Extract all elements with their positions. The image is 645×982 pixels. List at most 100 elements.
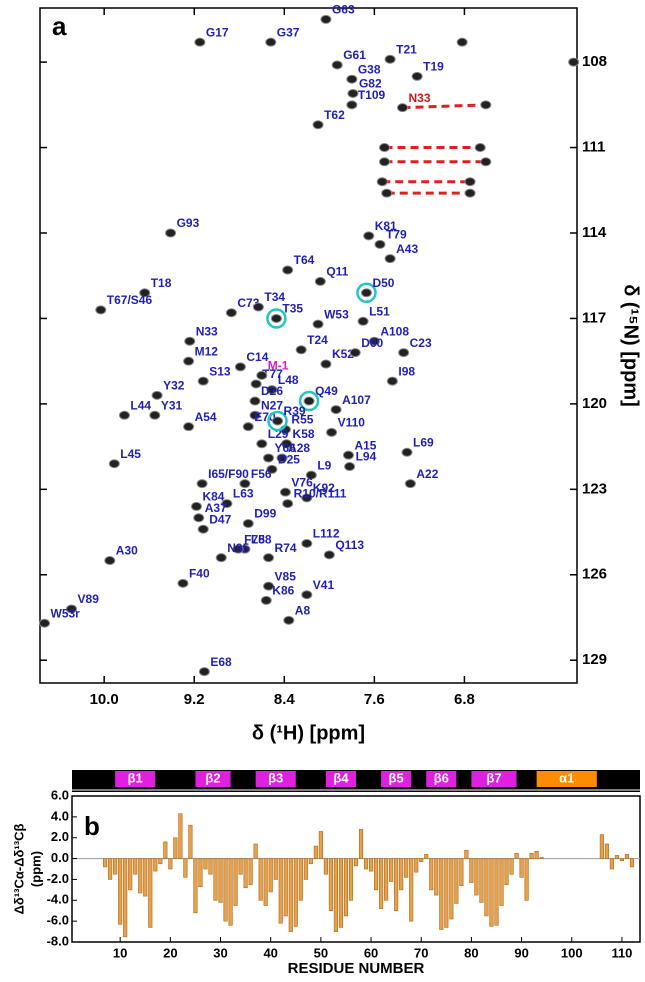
peak xyxy=(384,54,396,64)
bar xyxy=(358,829,364,859)
y-tick-label: 108 xyxy=(582,53,607,70)
peak xyxy=(474,143,486,153)
bar xyxy=(353,858,359,867)
ss-label: β1 xyxy=(128,770,143,785)
peak xyxy=(346,100,358,110)
y-tick-label: 123 xyxy=(582,480,607,497)
bar xyxy=(399,858,404,891)
plot-frame xyxy=(71,795,641,943)
peak-label: Q113 xyxy=(335,538,364,552)
peak xyxy=(378,143,390,153)
peak-label: T77 xyxy=(262,367,283,381)
peak xyxy=(404,479,416,489)
peak xyxy=(118,410,130,420)
peak-label: G38 xyxy=(358,62,381,76)
bar xyxy=(168,858,173,870)
y-tick-label: -6.0 xyxy=(47,913,69,928)
x-tick-label: 80 xyxy=(464,945,478,960)
bar xyxy=(519,858,524,878)
peak xyxy=(357,316,369,326)
peak-label: Q49 xyxy=(315,384,338,398)
x-tick-label: 8.4 xyxy=(274,691,296,708)
peak-label: V85 xyxy=(275,569,297,583)
y-tick-label: 114 xyxy=(582,224,607,241)
peak xyxy=(301,538,313,548)
bar xyxy=(173,837,178,859)
bar xyxy=(414,858,419,873)
peak-label: A43 xyxy=(396,242,418,256)
y-tick-label: -8.0 xyxy=(47,933,69,948)
peak-label: A30 xyxy=(116,544,138,558)
bar xyxy=(404,858,409,878)
peak-label: A8 xyxy=(295,604,311,618)
peak xyxy=(260,595,272,605)
peak xyxy=(320,14,332,24)
peak xyxy=(281,439,293,449)
bar xyxy=(288,858,293,932)
peak-label: D50 xyxy=(372,276,394,290)
peak xyxy=(279,487,291,497)
peak-label: T109 xyxy=(358,88,386,102)
peak-label: E68 xyxy=(210,655,232,669)
ss-element xyxy=(426,771,457,787)
peak-label: I65/F90 xyxy=(208,467,249,481)
bar xyxy=(509,858,514,875)
peak xyxy=(320,359,332,369)
peak xyxy=(183,356,195,366)
peak xyxy=(149,410,161,420)
x-tick-label: 10.0 xyxy=(90,691,119,708)
peak xyxy=(239,479,251,489)
peak xyxy=(301,590,313,600)
peak xyxy=(401,447,413,457)
bar xyxy=(424,854,429,859)
bar xyxy=(208,858,213,875)
highlight-ring xyxy=(267,410,288,432)
peak xyxy=(331,60,343,70)
peak-label: V110 xyxy=(338,416,366,430)
peak xyxy=(108,459,120,469)
bar xyxy=(243,858,248,889)
bar xyxy=(444,858,449,928)
peak xyxy=(374,239,386,249)
peak-label: T64 xyxy=(294,253,315,267)
bar xyxy=(103,858,108,868)
bar xyxy=(539,857,544,859)
bar xyxy=(158,858,163,865)
bar xyxy=(223,858,228,922)
peak xyxy=(215,553,227,563)
peak-label: R74 xyxy=(275,541,297,555)
bar xyxy=(374,858,379,891)
bar xyxy=(384,858,389,901)
x-tick-label: 70 xyxy=(414,945,428,960)
bar xyxy=(629,858,635,868)
peak xyxy=(151,390,163,400)
x-tick-label: 110 xyxy=(611,945,632,960)
bar xyxy=(143,858,148,897)
bar xyxy=(394,858,399,912)
peak xyxy=(265,37,277,47)
bar xyxy=(348,858,354,901)
ss-label: β4 xyxy=(333,770,349,785)
peak xyxy=(197,524,209,534)
peak xyxy=(183,422,195,432)
peak xyxy=(197,376,209,386)
peak xyxy=(411,71,423,81)
peak xyxy=(397,103,409,113)
peak-label: S13 xyxy=(209,364,231,378)
bar xyxy=(113,858,118,875)
bar xyxy=(474,858,479,896)
peak xyxy=(376,177,388,187)
ss-element xyxy=(255,771,296,787)
peak-label: L88 xyxy=(251,532,272,546)
peak xyxy=(177,578,189,588)
ss-label: β5 xyxy=(389,770,404,785)
peak-label: V76 xyxy=(291,475,313,489)
peak xyxy=(104,556,116,566)
bar xyxy=(504,858,509,885)
peak xyxy=(249,410,261,420)
peak xyxy=(66,604,78,614)
ss-label: β7 xyxy=(486,770,501,785)
bar xyxy=(368,858,374,872)
peak xyxy=(250,379,262,389)
